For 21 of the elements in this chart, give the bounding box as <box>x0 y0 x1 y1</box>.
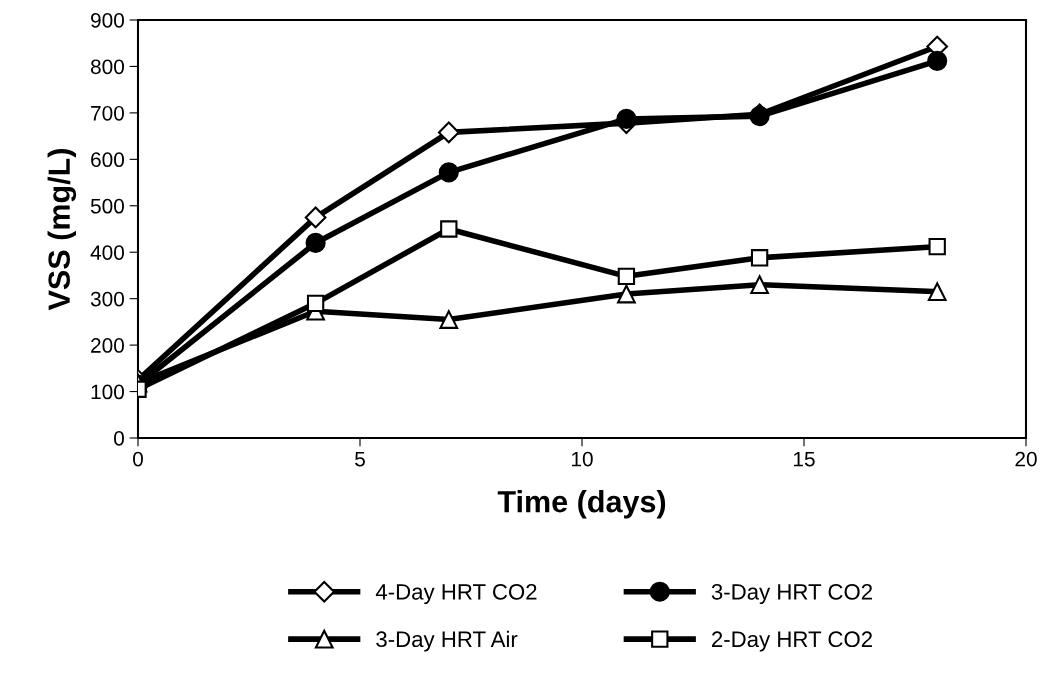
y-tick-label: 600 <box>91 152 124 168</box>
x-tick-label: 0 <box>133 451 143 467</box>
x-tick-label: 15 <box>794 451 815 467</box>
y-tick-label: 800 <box>90 59 124 75</box>
x-tick-label: 20 <box>1015 451 1037 467</box>
legend-label: 3-Day HRT CO2 <box>711 583 872 605</box>
y-tick-label: 0 <box>114 431 124 446</box>
y-tick-label: 500 <box>90 198 124 214</box>
legend-label: 3-Day HRT Air <box>376 630 518 652</box>
y-tick-label: 700 <box>91 105 124 121</box>
y-tick-label: 300 <box>90 291 124 307</box>
x-tick-label: 10 <box>572 451 593 467</box>
y-tick-label: 900 <box>91 13 124 28</box>
x-tick-label: 5 <box>355 451 365 467</box>
y-tick-label: 400 <box>90 245 124 260</box>
y-axis-title: VSS (mg/L) <box>47 149 77 311</box>
x-axis-title: Time (days) <box>497 490 666 519</box>
legend-label: 4-Day HRT CO2 <box>375 583 537 605</box>
y-tick-label: 200 <box>91 338 124 353</box>
legend-label: 2-Day HRT CO2 <box>712 631 872 652</box>
y-tick-label: 100 <box>91 384 124 400</box>
